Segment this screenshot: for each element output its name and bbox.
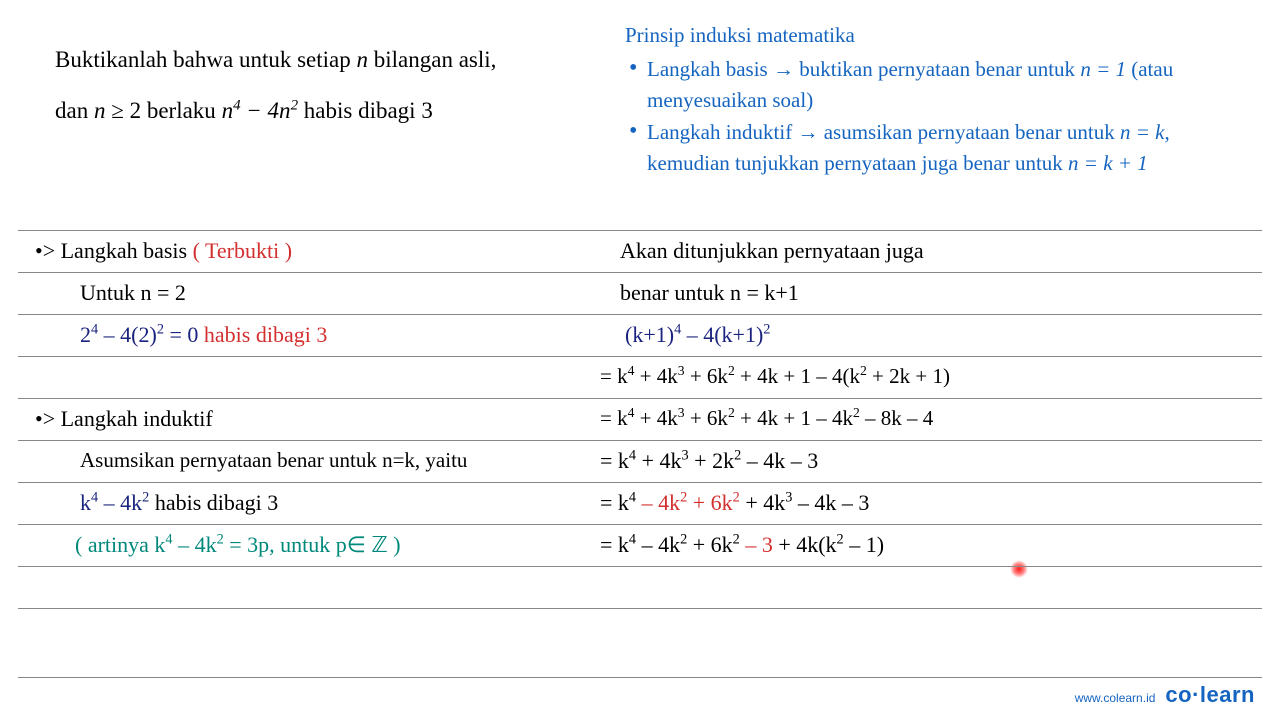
text: Buktikanlah bahwa untuk setiap [55,47,357,72]
header-section: Buktikanlah bahwa untuk setiap n bilanga… [0,0,1280,190]
footer: www.colearn.id co·learn [1075,682,1255,708]
basis-step-header: •> Langkah basis ( Terbukti ) [35,238,292,264]
expr: 24 – 4(2)2 = 0 [80,322,198,347]
expr: k4 – 4k2 [80,490,149,515]
principle-list: Langkah basis → buktikan pernyataan bena… [625,54,1240,180]
text: asumsikan pernyataan benar untuk [818,120,1120,144]
text: + 4k3 – 4k – 3 [740,490,870,515]
text: Langkah induktif [55,406,213,431]
text: = k4 – 4k2 + 6k2 [600,532,740,557]
principle-title: Prinsip induksi matematika [625,20,1240,52]
bullet-icon: •> [35,238,55,263]
assumption-text: Asumsikan pernyataan benar untuk n=k, ya… [80,448,467,473]
laser-pointer-icon [1010,560,1028,578]
show-line1: Akan ditunjukkan pernyataan juga [620,238,924,264]
problem-statement: Buktikanlah bahwa untuk setiap n bilanga… [55,20,605,180]
principle-item-basis: Langkah basis → buktikan pernyataan bena… [629,54,1240,117]
expr: k4 – 4k2 = 3p, untuk p∈ ℤ [154,532,387,557]
text: = k4 [600,490,636,515]
show-line2: benar untuk n = k+1 [620,280,799,306]
text: dan [55,98,94,123]
expand-line6: = k4 – 4k2 + 6k2 – 3 + 4k(k2 – 1) [600,532,884,558]
expr-red: – 4k2 + 6k2 [636,490,740,515]
ruled-line [18,230,1262,231]
basis-n-value: Untuk n = 2 [80,280,186,306]
text: ) [388,532,401,557]
expr-red: – 3 [740,532,773,557]
text: + 4k(k2 – 1) [773,532,884,557]
principle-item-inductive: Langkah induktif → asumsikan pernyataan … [629,117,1240,180]
problem-line1: Buktikanlah bahwa untuk setiap n bilanga… [55,35,605,86]
ruled-line [18,398,1262,399]
text: habis dibagi 3 [149,490,278,515]
principle-box: Prinsip induksi matematika Langkah basis… [605,20,1240,180]
assumption-meaning: ( artinya k4 – 4k2 = 3p, untuk p∈ ℤ ) [75,532,401,558]
footer-divider [18,677,1262,678]
footer-logo: co·learn [1165,682,1255,708]
terbukti-label: ( Terbukti ) [193,238,292,263]
basis-calculation: 24 – 4(2)2 = 0 habis dibagi 3 [80,322,327,348]
text: habis dibagi 3 [198,322,327,347]
expand-line5: = k4 – 4k2 + 6k2 + 4k3 – 4k – 3 [600,490,869,516]
ruled-line [18,566,1262,567]
text: Langkah basis [647,57,773,81]
expand-line1: (k+1)4 – 4(k+1)2 [625,322,770,348]
ruled-line [18,440,1262,441]
eq: n = k [1120,120,1165,144]
bullet-icon: •> [35,406,55,431]
expand-line2: = k4 + 4k3 + 6k2 + 4k + 1 – 4(k2 + 2k + … [600,364,950,389]
text: Langkah induktif [647,120,797,144]
expand-line4: = k4 + 4k3 + 2k2 – 4k – 3 [600,448,818,474]
inductive-step-header: •> Langkah induktif [35,406,213,432]
expand-line3: = k4 + 4k3 + 6k2 + 4k + 1 – 4k2 – 8k – 4 [600,406,933,431]
text: ≥ 2 berlaku [105,98,221,123]
arrow-icon: → [797,117,818,149]
assumption-expr: k4 – 4k2 habis dibagi 3 [80,490,278,516]
ruled-line [18,356,1262,357]
ruled-line [18,314,1262,315]
expr: n4 − 4n2 [222,98,298,123]
footer-url: www.colearn.id [1075,691,1156,705]
ruled-line [18,482,1262,483]
text: habis dibagi 3 [298,98,433,123]
ruled-line [18,524,1262,525]
var-n: n [357,47,369,72]
var-n: n [94,98,106,123]
text: bilangan asli, [368,47,496,72]
ruled-line [18,272,1262,273]
text: ( artinya [75,532,154,557]
text: Langkah basis [55,238,192,263]
ruled-line [18,608,1262,609]
arrow-icon: → [773,54,794,86]
eq: n = k + 1 [1068,151,1148,175]
eq: n = 1 [1080,57,1126,81]
text: buktikan pernyataan benar untuk [794,57,1080,81]
problem-line2: dan n ≥ 2 berlaku n4 − 4n2 habis dibagi … [55,86,605,137]
